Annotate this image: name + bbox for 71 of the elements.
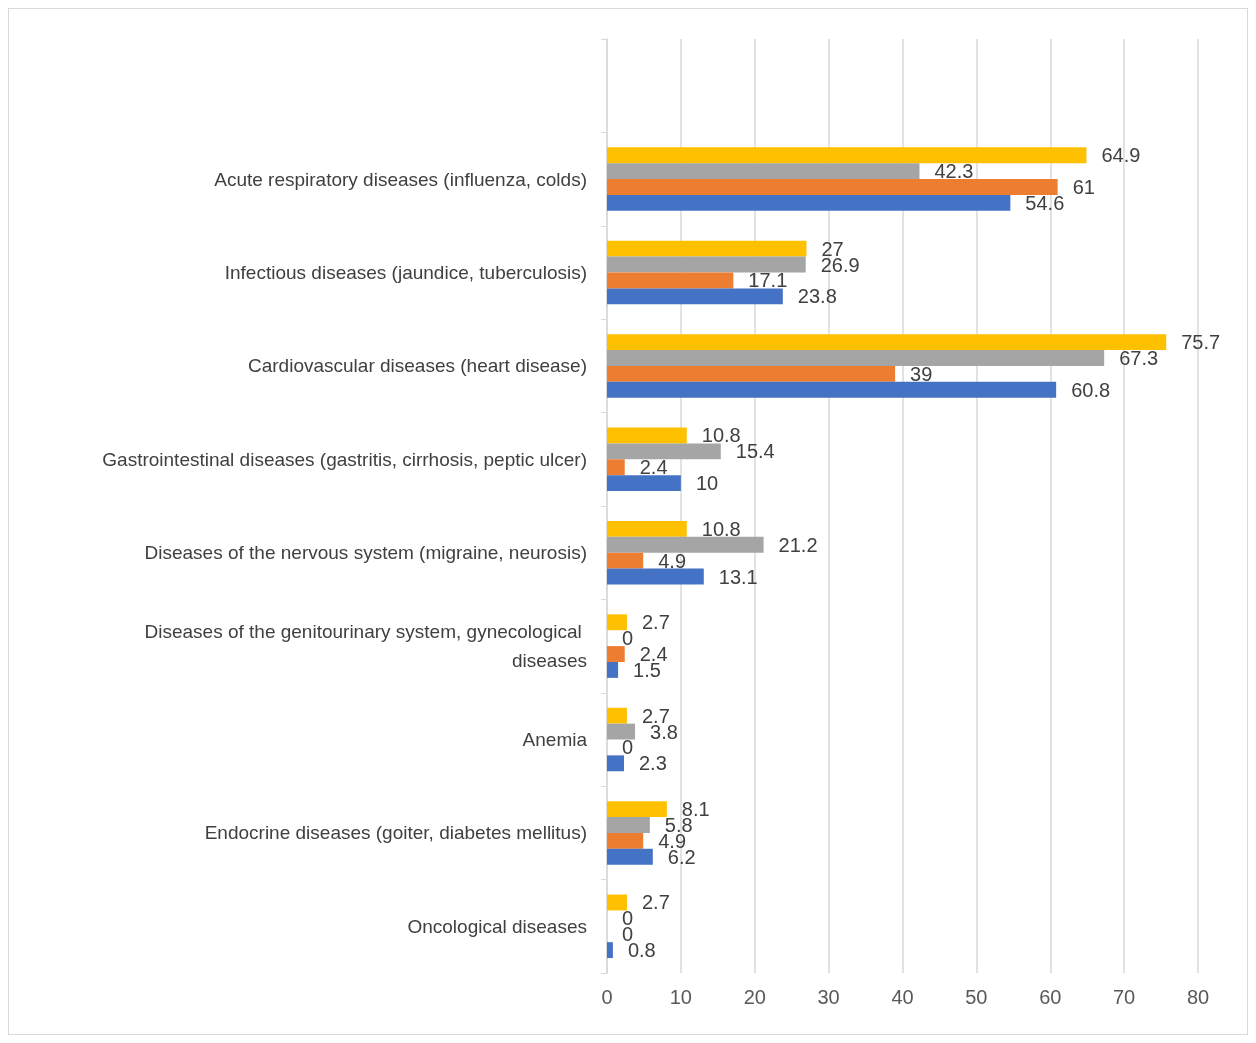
data-label: 17.1 (748, 269, 788, 292)
data-label: 2.3 (638, 752, 667, 775)
data-label: 23.8 (797, 285, 837, 308)
bar (607, 256, 806, 273)
data-label: 0 (622, 627, 634, 650)
bar (607, 832, 644, 849)
data-label: 21.2 (778, 533, 818, 556)
bar (607, 894, 627, 911)
bar (607, 381, 1057, 398)
data-label: 39 (910, 362, 933, 385)
bar (607, 755, 624, 772)
bar (607, 459, 625, 476)
bar (607, 240, 807, 257)
data-label: 54.6 (1025, 191, 1065, 214)
bar (607, 614, 627, 631)
x-tick-label: 40 (891, 986, 914, 1008)
data-label: 60.8 (1071, 378, 1111, 401)
bar (607, 350, 1105, 366)
y-tick-label: Cardiovascular diseases (heart disease) (248, 355, 587, 377)
bar (607, 707, 627, 724)
bar (607, 801, 667, 818)
bar (607, 443, 721, 460)
x-tick-label: 50 (965, 986, 988, 1008)
data-label: 67.3 (1119, 346, 1159, 369)
y-tick-label: Diseases of the genitourinary system, gynecological diseases (144, 621, 587, 672)
bar (607, 179, 1058, 195)
y-tick-label: Infectious diseases (jaundice, tuberculosis) (224, 262, 587, 283)
bar (607, 147, 1087, 164)
y-tick-label: Endocrine diseases (goiter, diabetes mellitus) (204, 822, 587, 844)
data-label: 2.7 (641, 891, 670, 914)
data-label: 64.9 (1101, 144, 1141, 167)
data-label: 2.4 (639, 456, 668, 479)
data-label: 13.1 (718, 565, 758, 588)
bar (607, 536, 764, 553)
bar (607, 661, 619, 678)
bar (607, 272, 734, 289)
data-label: 10.8 (701, 517, 741, 540)
bar (607, 552, 644, 569)
x-tick-label: 80 (1186, 986, 1210, 1008)
data-label: 75.7 (1181, 331, 1221, 354)
bar (607, 334, 1167, 351)
data-label: 61 (1072, 176, 1095, 199)
data-label: 0 (622, 736, 634, 759)
data-label: 2.7 (641, 611, 670, 634)
bar (607, 194, 1011, 211)
x-tick-label: 60 (1039, 986, 1062, 1008)
data-label: 4.9 (658, 549, 687, 572)
bar (607, 288, 783, 305)
bar (607, 817, 650, 833)
x-tick-label: 20 (743, 986, 766, 1008)
bar (607, 942, 613, 959)
bar (607, 568, 704, 585)
y-tick-label: Diseases of the nervous system (migraine, neurosis) (144, 542, 587, 564)
bar (607, 163, 920, 180)
bar (607, 723, 636, 740)
data-label: 42.3 (934, 160, 974, 183)
x-tick-label: 70 (1113, 986, 1136, 1008)
bar (607, 646, 625, 662)
bar (607, 427, 687, 444)
data-label: 10 (695, 472, 719, 495)
bar (607, 848, 653, 865)
x-tick-label: 0 (601, 986, 613, 1008)
bar (607, 520, 687, 537)
y-tick-label: Acute respiratory diseases (influenza, colds) (214, 168, 587, 190)
bar (607, 475, 681, 492)
x-tick-label: 30 (817, 986, 840, 1008)
y-tick-label: Gastrointestinal diseases (gastritis, cirrhosis, peptic ulcer) (102, 448, 587, 470)
y-tick-label: Anemia (522, 729, 588, 750)
bar (607, 365, 896, 382)
y-tick-label: Oncological diseases (407, 915, 587, 937)
x-tick-label: 10 (669, 986, 692, 1008)
